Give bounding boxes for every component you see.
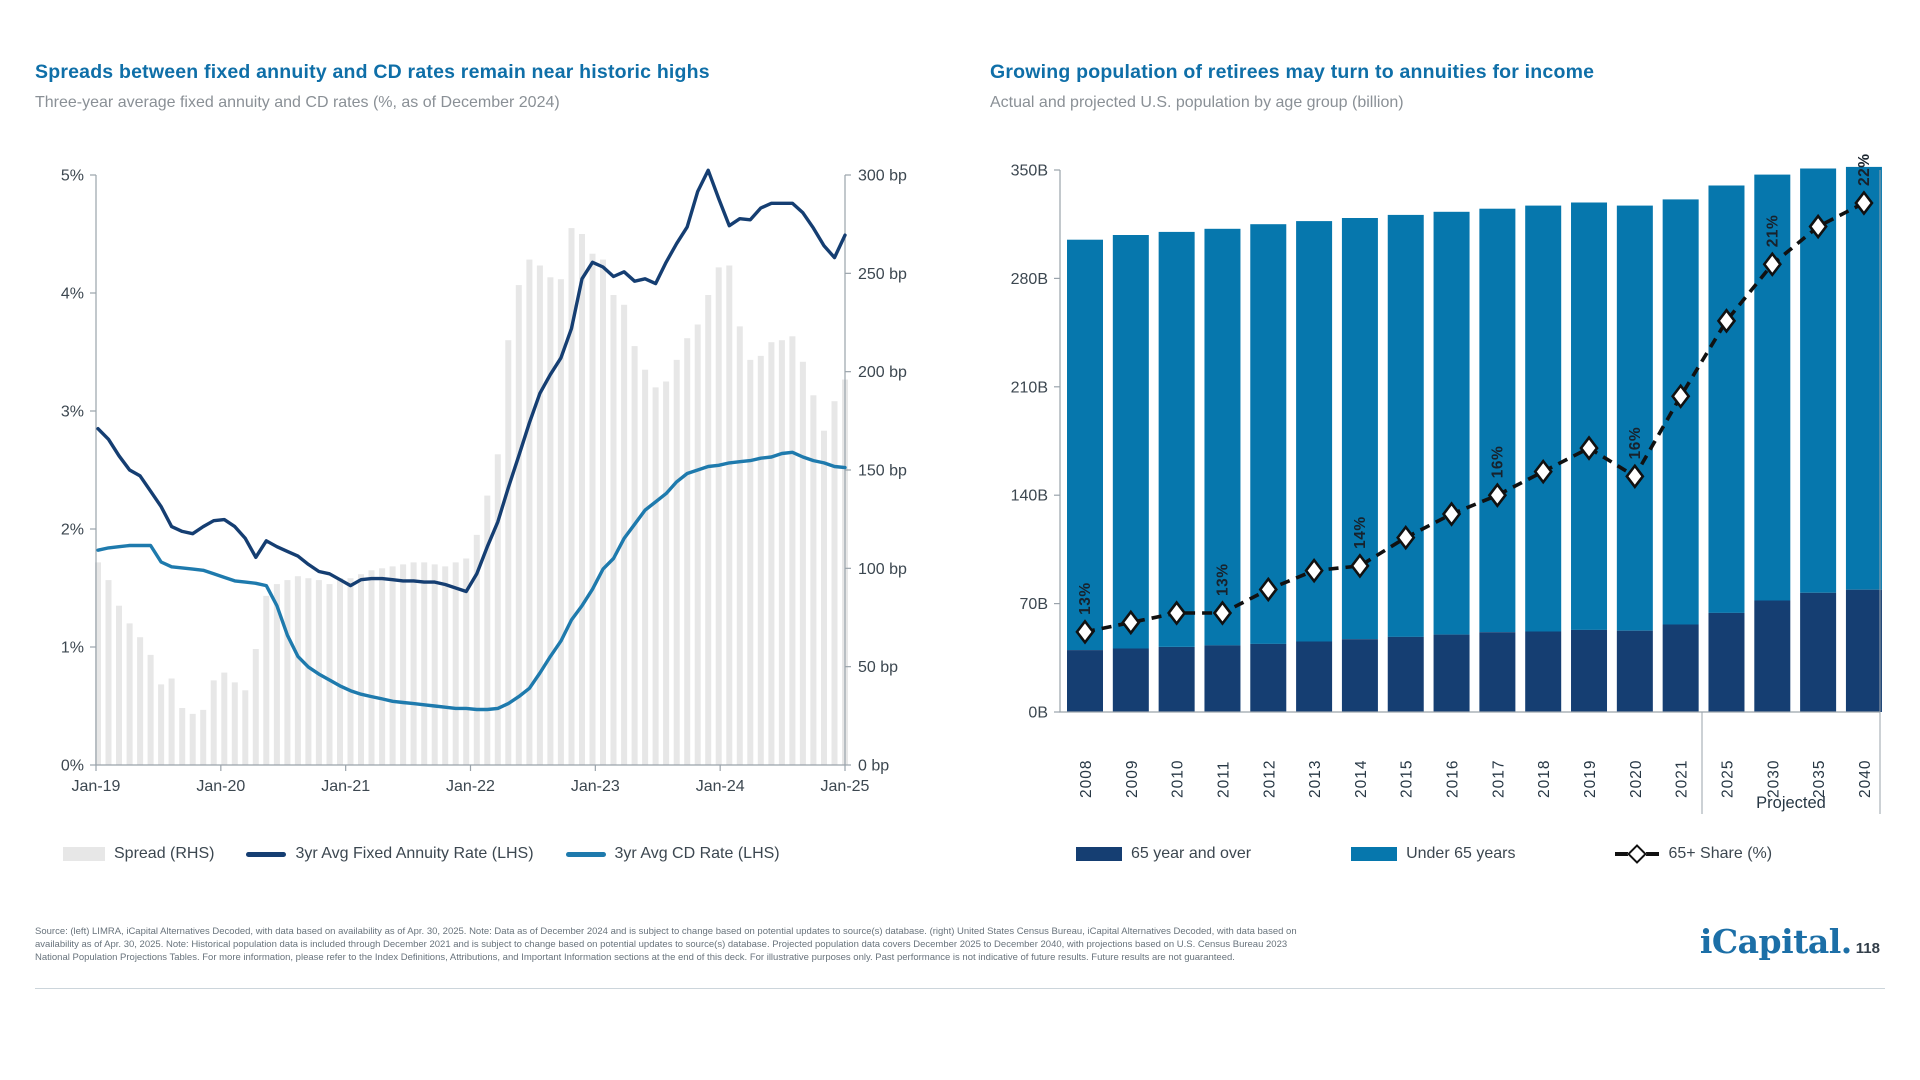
svg-text:2%: 2%	[61, 522, 84, 539]
svg-text:2010: 2010	[1170, 760, 1187, 798]
spread-swatch-icon	[63, 847, 105, 861]
svg-text:2015: 2015	[1399, 760, 1416, 798]
page-number: 118	[1855, 940, 1880, 957]
svg-text:2013: 2013	[1307, 760, 1324, 798]
svg-text:300 bp: 300 bp	[858, 168, 907, 185]
svg-text:2018: 2018	[1536, 760, 1553, 798]
legend-item-annuity-rate: 3yr Avg Fixed Annuity Rate (LHS)	[246, 845, 534, 863]
svg-text:210B: 210B	[1011, 379, 1048, 396]
svg-text:5%: 5%	[61, 168, 84, 185]
svg-text:Jan-20: Jan-20	[196, 778, 245, 795]
legend-item-spread: Spread (RHS)	[63, 845, 214, 863]
svg-text:150 bp: 150 bp	[858, 463, 907, 480]
svg-text:2008: 2008	[1078, 760, 1095, 798]
svg-text:0B: 0B	[1028, 705, 1048, 722]
svg-text:2009: 2009	[1124, 760, 1141, 798]
right-chart-title: Growing population of retirees may turn …	[990, 61, 1595, 83]
svg-text:2011: 2011	[1215, 761, 1232, 798]
svg-text:350B: 350B	[1011, 163, 1048, 180]
legend-label: Spread (RHS)	[114, 845, 215, 862]
icapital-logo: iCapital. 118	[1700, 922, 1880, 961]
svg-text:280B: 280B	[1011, 271, 1048, 288]
legend-label: 65+ Share (%)	[1668, 845, 1773, 862]
source-note-line: availability as of Apr. 30, 2025. Note: …	[35, 939, 1288, 950]
svg-text:2012: 2012	[1261, 760, 1278, 798]
source-note-line: Source: (left) LIMRA, iCapital Alternati…	[35, 926, 1297, 937]
share-line	[1084, 201, 1865, 634]
svg-text:2030: 2030	[1765, 760, 1782, 798]
bottom-divider	[35, 988, 1885, 989]
svg-text:2019: 2019	[1582, 760, 1599, 798]
svg-text:2017: 2017	[1490, 760, 1507, 798]
share-value-label: 16%	[1627, 427, 1644, 460]
source-note-line: National Population Projections Tables. …	[35, 952, 1235, 963]
left-chart-subtitle: Three-year average fixed annuity and CD …	[35, 94, 560, 111]
cd-line-swatch-icon	[565, 851, 606, 857]
svg-text:2025: 2025	[1719, 760, 1736, 798]
legend-item-under-65: Under 65 years	[1351, 845, 1515, 863]
svg-text:Jan-24: Jan-24	[696, 778, 745, 795]
svg-text:3%: 3%	[61, 404, 84, 421]
share-value-label: 22%	[1856, 153, 1873, 186]
annuity-rate-line	[96, 168, 847, 594]
over65-swatch-icon	[1076, 847, 1122, 861]
projected-label: Projected	[1756, 794, 1826, 812]
svg-text:2021: 2021	[1674, 760, 1691, 798]
logo-wordmark: iCapital.	[1699, 922, 1852, 961]
svg-text:2040: 2040	[1857, 760, 1874, 798]
svg-text:100 bp: 100 bp	[858, 561, 907, 578]
svg-text:1%: 1%	[61, 640, 84, 657]
svg-text:0 bp: 0 bp	[858, 758, 889, 775]
population-bars	[1067, 166, 1882, 712]
legend-label: 3yr Avg CD Rate (LHS)	[614, 845, 780, 862]
rates-spread-chart: 0% 1% 2% 3% 4% 5% 0 bp 50 bp 100 bp 150 bp 200 bp 2…	[61, 168, 907, 796]
legend-label: 3yr Avg Fixed Annuity Rate (LHS)	[295, 845, 534, 862]
svg-text:50 bp: 50 bp	[858, 659, 898, 676]
right-chart-subtitle: Actual and projected U.S. population by …	[990, 94, 1404, 111]
svg-text:0%: 0%	[61, 758, 84, 775]
legend-label: 65 year and over	[1131, 845, 1252, 862]
cd-rate-line	[96, 450, 847, 712]
share-value-label: 16%	[1489, 446, 1506, 479]
right-chart-legend: 65 year and over Under 65 years 65+ Shar…	[1076, 844, 1773, 864]
legend-item-cd-rate: 3yr Avg CD Rate (LHS)	[565, 845, 780, 863]
annuity-line-swatch-icon	[246, 851, 287, 857]
svg-text:Jan-22: Jan-22	[446, 778, 495, 795]
svg-text:Jan-21: Jan-21	[321, 778, 370, 795]
under65-swatch-icon	[1351, 847, 1398, 861]
svg-text:140B: 140B	[1011, 488, 1048, 505]
svg-text:Jan-25: Jan-25	[821, 778, 870, 795]
svg-text:4%: 4%	[61, 286, 84, 303]
svg-text:2016: 2016	[1445, 760, 1462, 798]
population-chart: 0B 70B 140B 210B 280B 350B 2008 2009 2010 2011 201…	[1011, 153, 1882, 814]
share-value-label: 14%	[1352, 516, 1369, 549]
share-line-swatch-icon	[1615, 844, 1660, 864]
share-value-label: 13%	[1214, 563, 1231, 596]
left-chart-title: Spreads between fixed annuity and CD rat…	[35, 61, 710, 83]
svg-text:2020: 2020	[1628, 760, 1645, 798]
svg-text:2035: 2035	[1811, 760, 1828, 798]
svg-text:200 bp: 200 bp	[858, 364, 907, 381]
svg-text:70B: 70B	[1020, 596, 1048, 613]
legend-item-65-and-over: 65 year and over	[1076, 845, 1251, 863]
source-note: Source: (left) LIMRA, iCapital Alternati…	[35, 925, 1297, 964]
svg-text:Jan-23: Jan-23	[571, 778, 620, 795]
svg-text:250 bp: 250 bp	[858, 266, 907, 283]
share-value-label: 13%	[1077, 582, 1094, 615]
svg-text:Jan-19: Jan-19	[72, 778, 121, 795]
legend-label: Under 65 years	[1406, 845, 1516, 862]
left-chart-legend: Spread (RHS) 3yr Avg Fixed Annuity Rate …	[63, 845, 780, 863]
share-line-markers	[1075, 190, 1874, 645]
share-value-label: 21%	[1764, 215, 1781, 248]
legend-item-65-share: 65+ Share (%)	[1615, 844, 1773, 864]
spread-bars	[95, 228, 848, 766]
svg-text:2014: 2014	[1353, 760, 1370, 798]
